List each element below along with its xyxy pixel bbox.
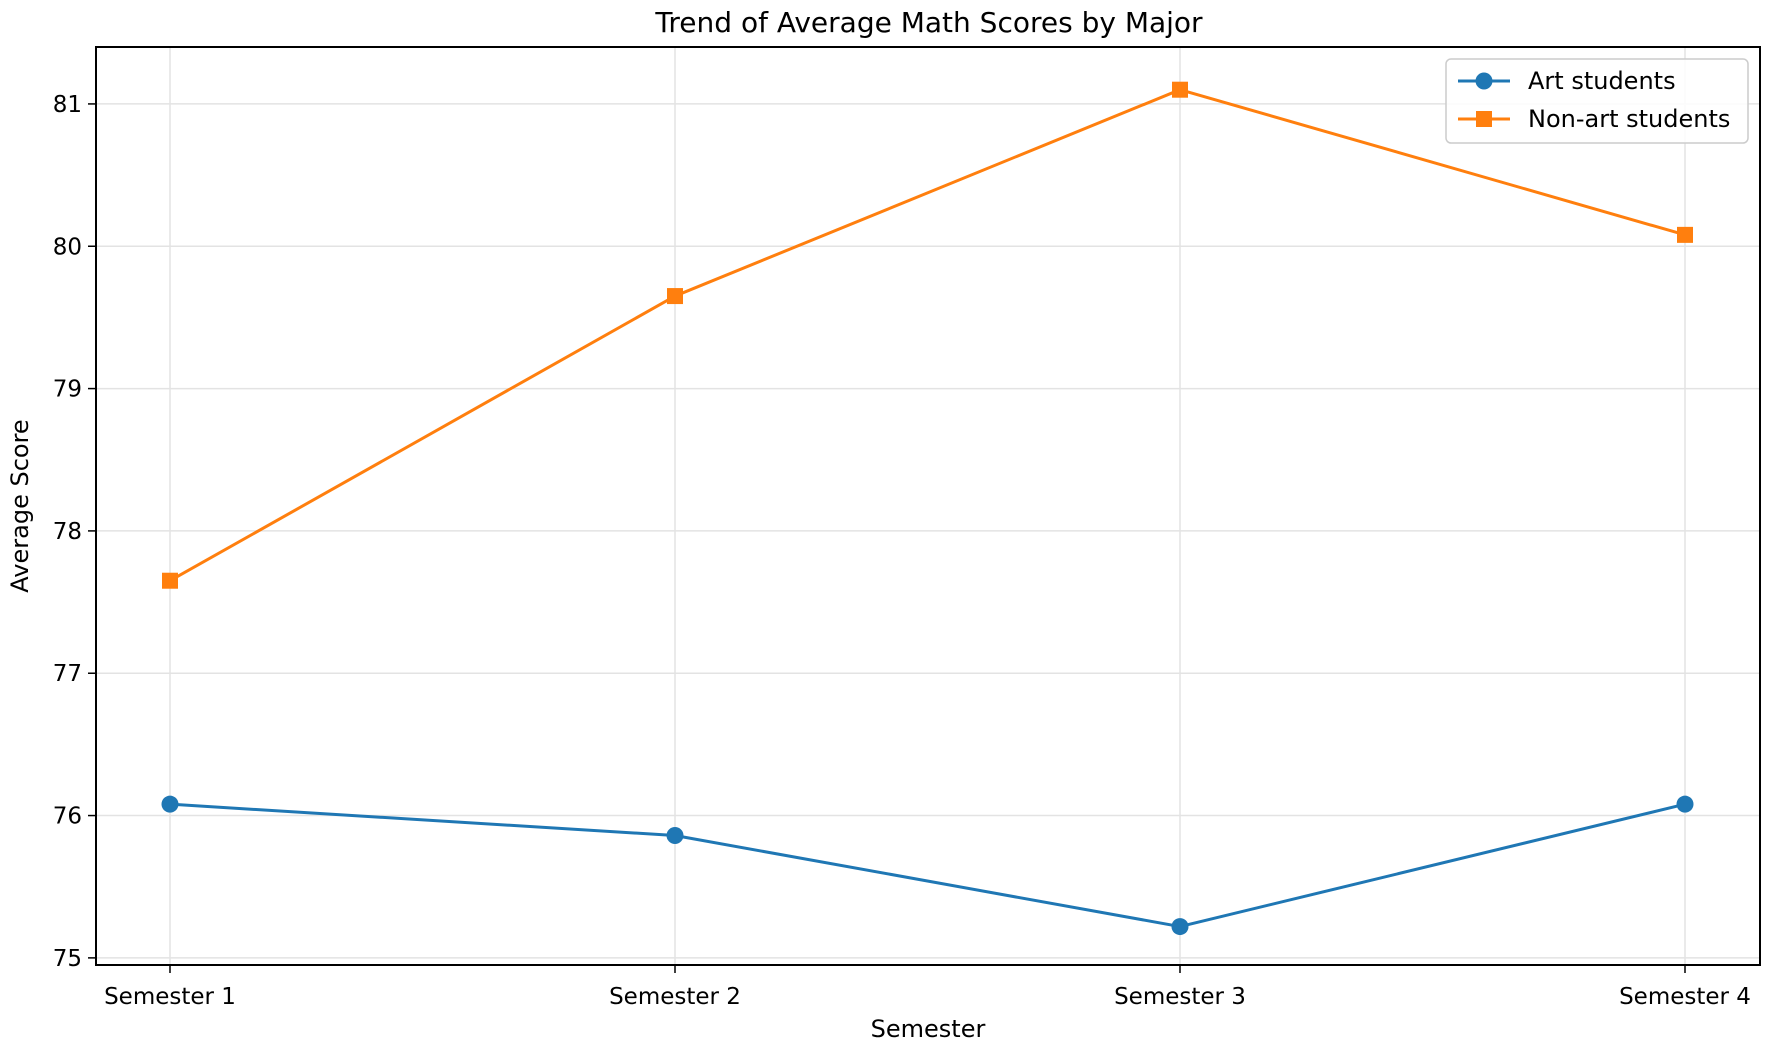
x-tick-label: Semester 2 — [609, 984, 741, 1010]
x-tick-label: Semester 3 — [1114, 984, 1246, 1010]
legend-marker-square — [1476, 111, 1492, 127]
series-group — [161, 81, 1694, 936]
series-line — [169, 802, 1686, 929]
data-point-square — [1172, 81, 1188, 98]
y-tick-label: 79 — [53, 377, 82, 403]
legend-marker-circle — [1475, 72, 1493, 90]
data-point-square — [667, 288, 683, 305]
x-axis-label: Semester — [871, 1015, 986, 1043]
data-point-circle — [1676, 795, 1694, 813]
legend-label: Non-art students — [1528, 105, 1730, 133]
y-tick-label: 75 — [53, 946, 82, 972]
data-point-square — [1677, 226, 1693, 243]
y-tick-label: 80 — [53, 234, 82, 260]
legend-label: Art students — [1528, 67, 1676, 95]
y-axis-ticks: 75 76 77 78 79 80 81 — [53, 92, 96, 972]
y-tick-label: 81 — [53, 92, 82, 118]
data-point-square — [162, 572, 178, 589]
y-tick-label: 78 — [53, 519, 82, 545]
x-tick-label: Semester 1 — [104, 984, 236, 1010]
legend: Art students Non-art students — [1445, 58, 1749, 144]
legend-box — [1445, 58, 1749, 144]
series-line — [169, 88, 1686, 583]
x-axis-ticks: Semester 1 Semester 2 Semester 3 Semester 4 — [104, 965, 1751, 1010]
y-tick-label: 77 — [53, 661, 82, 687]
plot-area-frame — [95, 46, 1761, 966]
chart-title: Trend of Average Math Scores by Major — [654, 6, 1203, 39]
y-axis-label: Average Score — [6, 419, 34, 592]
data-point-circle — [1171, 918, 1189, 936]
data-point-circle — [161, 795, 179, 813]
data-point-circle — [666, 826, 684, 844]
x-tick-label: Semester 4 — [1619, 984, 1751, 1010]
y-tick-label: 76 — [53, 804, 82, 830]
